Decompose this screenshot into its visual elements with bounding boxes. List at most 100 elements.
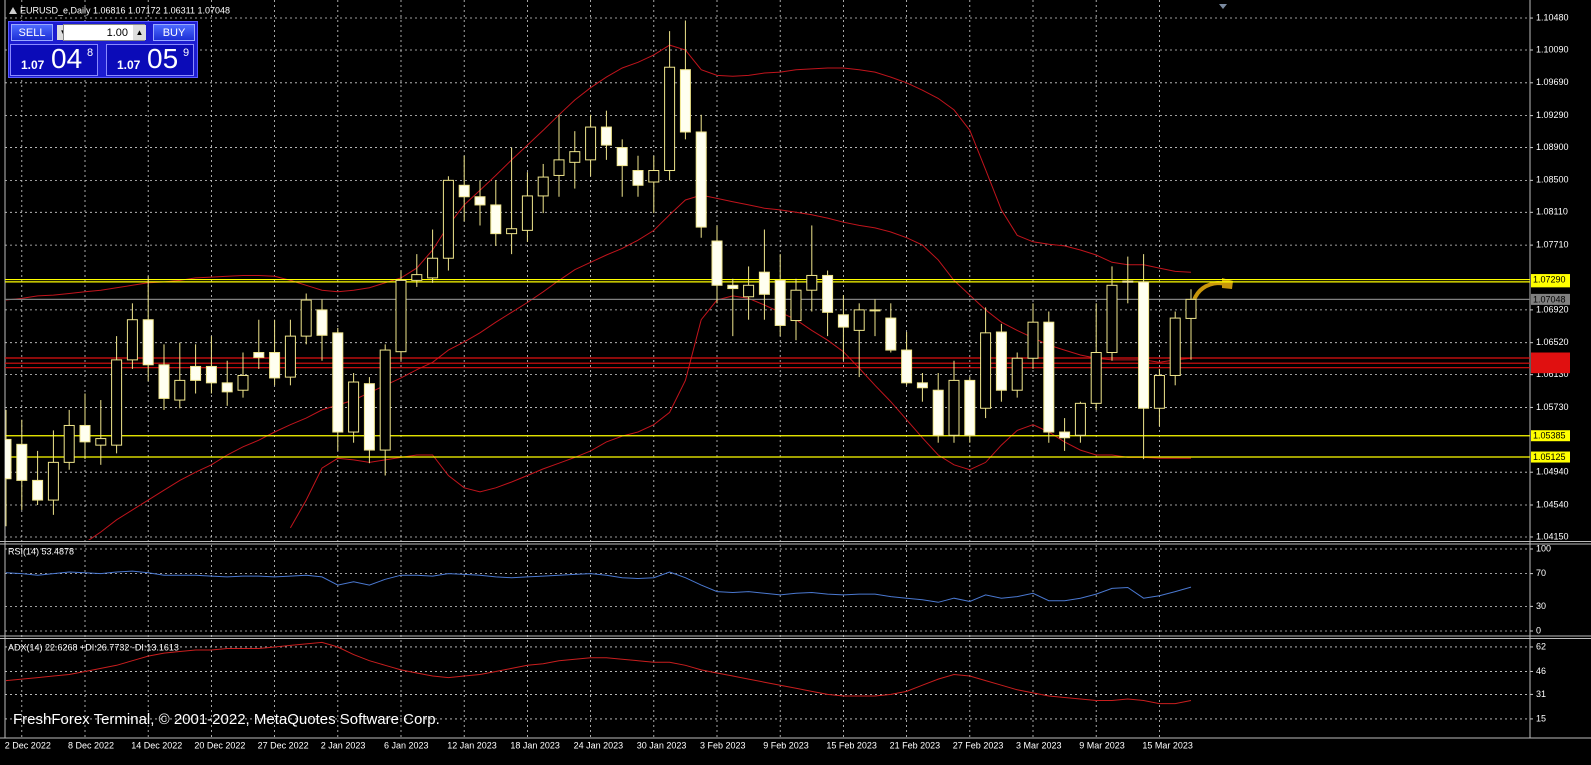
- candle-body: [221, 382, 233, 393]
- candle-body: [174, 379, 186, 401]
- x-tick-label: 2 Dec 2022: [5, 740, 51, 750]
- window-title: EURUSD_e,Daily 1.06816 1.07172 1.06311 1…: [20, 5, 230, 15]
- candle-body: [363, 383, 375, 451]
- candle-body: [284, 335, 296, 378]
- candle-body: [332, 332, 344, 433]
- candle-body: [1027, 321, 1039, 359]
- price-level-box: [1531, 451, 1570, 463]
- candle-body: [1169, 317, 1181, 376]
- candle-body: [964, 379, 976, 436]
- candle-body: [569, 151, 581, 163]
- candle-body: [63, 424, 75, 463]
- candle-body: [901, 349, 913, 384]
- candle-body: [1122, 280, 1134, 283]
- candle-body: [837, 314, 849, 328]
- candle-body: [758, 271, 770, 295]
- drawn-arrow-head: [1222, 278, 1233, 289]
- price-level-box: [1531, 362, 1570, 374]
- lot-up[interactable]: ▲: [133, 25, 146, 40]
- x-tick-label: 2 Jan 2023: [321, 740, 366, 750]
- candle-body: [237, 374, 249, 391]
- x-tick-label: 18 Jan 2023: [510, 740, 560, 750]
- candle-body: [32, 479, 44, 501]
- candle-body: [1043, 321, 1055, 433]
- bid-main: 04: [51, 43, 83, 74]
- x-tick-label: 27 Dec 2022: [258, 740, 309, 750]
- y-tick-label: 1.06520: [1536, 337, 1569, 347]
- candle-body: [664, 66, 676, 172]
- candle-body: [506, 228, 518, 235]
- ask-pip: 9: [183, 47, 190, 59]
- candle-body: [553, 159, 565, 176]
- candle-body: [458, 184, 470, 198]
- candle-body: [316, 309, 328, 336]
- y-tick-label: 1.04150: [1536, 531, 1569, 541]
- candle-body: [1090, 352, 1102, 404]
- candle-body: [743, 284, 755, 298]
- x-tick-label: 3 Mar 2023: [1016, 740, 1062, 750]
- candle-body: [727, 284, 739, 290]
- y-tick-label: 1.04540: [1536, 499, 1569, 509]
- y-tick-label: 100: [1536, 543, 1551, 553]
- y-tick-label: 15: [1536, 713, 1546, 723]
- y-tick-label: 31: [1536, 689, 1546, 699]
- x-tick-label: 14 Dec 2022: [131, 740, 182, 750]
- candle-body: [995, 331, 1007, 391]
- band-line: [5, 44, 1192, 301]
- price-level-label: 1.07290: [1533, 274, 1566, 284]
- candle-body: [537, 176, 549, 197]
- candle-body: [869, 309, 881, 312]
- candle-body: [853, 309, 865, 331]
- y-tick-label: 0: [1536, 625, 1541, 635]
- candle-body: [126, 319, 138, 361]
- y-tick-label: 1.09690: [1536, 77, 1569, 87]
- candle-body: [16, 443, 28, 481]
- lot-input[interactable]: 1.00: [63, 24, 145, 41]
- candle-body: [616, 147, 628, 167]
- candle-body: [427, 257, 439, 279]
- price-level-label: 1.07048: [1533, 294, 1566, 304]
- candle-body: [490, 204, 502, 235]
- band-line: [289, 295, 1191, 529]
- x-tick-label: 30 Jan 2023: [637, 740, 687, 750]
- one-click-trading-panel: SELL ▼ 1.00 ▲ BUY 1.07 04 8 1.07 05 9: [8, 21, 198, 78]
- buy-button[interactable]: BUY: [153, 24, 195, 41]
- x-tick-label: 15 Feb 2023: [826, 740, 877, 750]
- band-line: [88, 194, 1192, 540]
- drawn-arrow: [1192, 280, 1232, 302]
- candle-body: [1185, 298, 1197, 319]
- y-tick-label: 1.08110: [1536, 207, 1568, 217]
- x-tick-label: 15 Mar 2023: [1142, 740, 1193, 750]
- x-tick-label: 27 Feb 2023: [953, 740, 1004, 750]
- candle-body: [1059, 431, 1071, 439]
- x-tick-label: 21 Feb 2023: [890, 740, 941, 750]
- x-tick-label: 8 Dec 2022: [68, 740, 114, 750]
- y-tick-label: 1.08500: [1536, 175, 1569, 185]
- bid-price[interactable]: 1.07 04 8: [10, 43, 98, 76]
- candle-body: [916, 382, 928, 389]
- candle-body: [774, 279, 786, 326]
- y-tick-label: 70: [1536, 568, 1546, 578]
- candle-body: [695, 131, 707, 228]
- candle-body: [1011, 357, 1023, 391]
- x-tick-label: 20 Dec 2022: [194, 740, 245, 750]
- y-tick-label: 30: [1536, 601, 1546, 611]
- candle-body: [980, 332, 992, 409]
- y-tick-label: 1.09290: [1536, 110, 1569, 120]
- bid-big: 1.07: [21, 58, 45, 72]
- y-tick-label: 1.06130: [1536, 369, 1569, 379]
- candle-body: [379, 349, 391, 451]
- sell-button[interactable]: SELL: [11, 24, 53, 41]
- candle-body: [47, 461, 59, 501]
- x-tick-label: 6 Jan 2023: [384, 740, 429, 750]
- candle-body: [269, 352, 281, 379]
- price-level-label: 1.05385: [1533, 431, 1566, 441]
- y-tick-label: 1.07710: [1536, 239, 1569, 249]
- x-tick-label: 12 Jan 2023: [447, 740, 497, 750]
- candle-body: [648, 170, 660, 183]
- candle-body: [932, 389, 944, 436]
- candle-body: [790, 289, 802, 322]
- ask-price[interactable]: 1.07 05 9: [106, 43, 194, 76]
